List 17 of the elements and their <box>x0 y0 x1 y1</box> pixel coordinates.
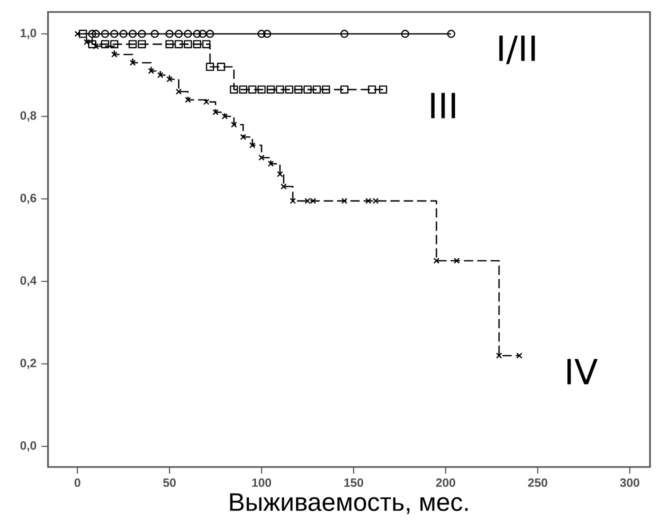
x-tick-label: 250 <box>528 478 548 487</box>
y-tick-label: 0,4 <box>20 276 37 286</box>
series-label: IV <box>567 358 598 384</box>
x-axis-title: Выживаемость, мес. <box>230 493 468 514</box>
x-tick-label: 300 <box>620 478 640 487</box>
x-tick-label: 50 <box>163 478 176 487</box>
x-tick-label: 150 <box>344 478 364 487</box>
series-label: III <box>431 92 456 118</box>
y-tick-label: 1,0 <box>20 28 36 39</box>
y-tick-label: 0,6 <box>20 194 36 204</box>
y-tick-label: 0,0 <box>20 441 36 452</box>
y-tick-label: 0,8 <box>20 111 36 122</box>
series-label: I/II <box>499 36 535 64</box>
x-tick-label: 100 <box>252 478 272 487</box>
x-tick-label: 0 <box>74 478 80 487</box>
x-tick-label: 200 <box>436 478 456 487</box>
y-tick-label: 0,2 <box>20 358 36 369</box>
